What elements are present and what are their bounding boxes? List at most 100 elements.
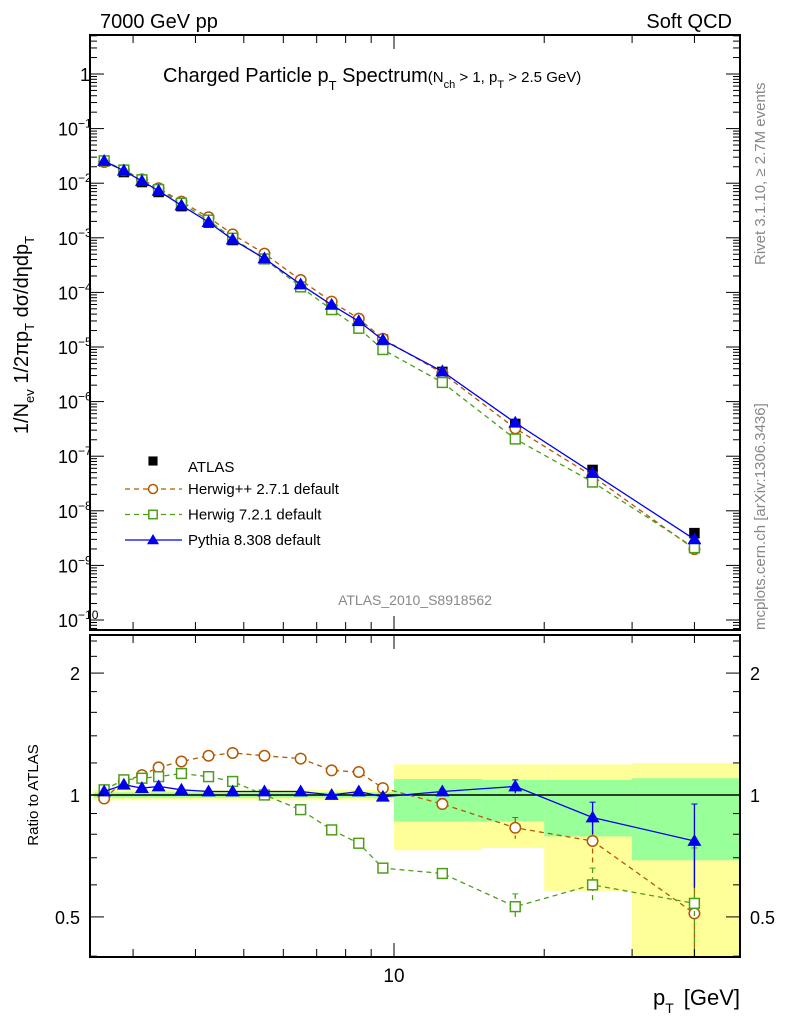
legend-marker-square-filled-icon [148, 456, 158, 466]
y-tick-base: 1 [80, 65, 90, 85]
ratio-point-2 [174, 782, 189, 795]
ratio-tick-label-right: 0.5 [750, 908, 775, 928]
x-tick-label: 10 [383, 966, 404, 987]
band-stat [632, 778, 740, 861]
title-text-end: Spectrum [337, 65, 428, 87]
xlabel-main: p [653, 985, 665, 1010]
ratio-tick-label-right: 1 [750, 786, 760, 806]
header-right: Soft QCD [646, 11, 732, 33]
ratio-point-2 [508, 779, 523, 792]
title-text: Charged Particle p [163, 65, 329, 87]
y-tick-label: 10−8 [58, 499, 92, 522]
ratio-point-2 [257, 784, 272, 797]
ylabel-sub: ev [22, 389, 37, 403]
ratio-point-2 [293, 784, 308, 797]
series-point-2 [324, 297, 339, 310]
ratio-point-0 [436, 798, 449, 811]
top-frame [89, 34, 741, 631]
ratio-point-1 [586, 879, 599, 891]
ratio-point-2 [134, 781, 149, 794]
ratio-point-2 [225, 784, 240, 797]
ratio-y-axis-label: Ratio to ATLAS [25, 744, 42, 845]
y-tick-exp: −6 [78, 390, 92, 404]
y-tick-label: 10−1 [58, 117, 92, 140]
ratio-point-2 [375, 789, 390, 802]
spectrum-plot [97, 154, 702, 556]
series-point-2 [116, 163, 131, 176]
y-tick-label: 10−2 [58, 171, 92, 194]
series-point-1 [688, 542, 701, 554]
ratio-point-2 [351, 784, 366, 797]
ratio-point-2 [585, 810, 600, 823]
ratio-line-0 [103, 752, 695, 914]
ratio-point-0 [294, 752, 307, 765]
ratio-point-2 [435, 784, 450, 797]
y-tick-base: 10 [58, 174, 78, 194]
y-tick-base: 10 [58, 447, 78, 467]
xlabel-unit: [GeV] [684, 985, 740, 1010]
series-point-1 [586, 476, 599, 488]
ylabel-sub: T [22, 236, 37, 244]
ratio-point-2 [116, 777, 131, 790]
title-cond: > 1, p [455, 69, 497, 86]
ratio-point-0 [202, 749, 215, 762]
ratio-tick-label-left: 2 [70, 664, 80, 684]
y-tick-exp: −7 [78, 444, 92, 458]
xlabel-sub: T [665, 1000, 674, 1016]
y-tick-base: 10 [58, 338, 78, 358]
y-tick-label: 10−9 [58, 553, 92, 576]
ratio-point-0 [586, 834, 599, 847]
ratio-plot [90, 746, 740, 957]
series-point-2 [508, 415, 523, 428]
ratio-point-0 [325, 764, 338, 777]
y-tick-base: 10 [58, 556, 78, 576]
y-tick-base: 10 [58, 611, 78, 631]
series-point-2 [351, 314, 366, 327]
ratio-point-2 [97, 784, 112, 797]
y-tick-exp: −5 [78, 335, 92, 349]
ratio-tick-label-left: 0.5 [55, 908, 80, 928]
y-tick-label: 1 [80, 65, 90, 85]
ratio-tick-label-right: 2 [750, 664, 760, 684]
y-tick-base: 10 [58, 502, 78, 522]
axes: 10110−110−210−310−410−510−610−710−810−91… [55, 35, 775, 987]
series-point-2 [687, 532, 702, 545]
y-tick-exp: −8 [78, 499, 92, 513]
ratio-point-2 [151, 779, 166, 792]
ratio-point-1 [688, 897, 701, 910]
ratio-point-0 [352, 765, 365, 778]
title-cond-sub: ch [444, 79, 456, 91]
chart-title: Charged Particle pT Spectrum(Nch > 1, pT… [163, 65, 581, 93]
x-axis-label: pT [GeV] [653, 985, 740, 1016]
series-point-2 [201, 215, 216, 228]
series-point-2 [585, 465, 600, 478]
series-point-1 [436, 376, 449, 389]
y-tick-exp: −9 [78, 553, 92, 567]
legend-label: ATLAS [188, 459, 234, 476]
y-tick-exp: −4 [78, 280, 92, 294]
watermark: ATLAS_2010_S8918562 [338, 592, 492, 608]
y-tick-label: 10−6 [58, 390, 92, 413]
series-point-2 [257, 251, 272, 264]
series-line-1 [103, 160, 695, 549]
ratio-point-1 [175, 767, 188, 780]
legend-label: Herwig 7.2.1 default [188, 507, 322, 524]
y-tick-base: 10 [58, 229, 78, 249]
series-point-2 [134, 174, 149, 187]
y-tick-label: 10−5 [58, 335, 92, 358]
ratio-frame [89, 634, 741, 958]
y-tick-exp: −1 [78, 117, 92, 131]
ylabel-part: 1/N [11, 403, 33, 434]
ratio-point-1 [353, 837, 365, 849]
y-tick-exp: −2 [78, 171, 92, 185]
y-tick-base: 10 [58, 120, 78, 140]
ratio-point-1 [294, 804, 307, 816]
ratio-point-0 [226, 746, 239, 759]
series-point-1 [377, 343, 389, 356]
ratio-point-1 [377, 862, 389, 874]
y-tick-label: 10−4 [58, 280, 92, 303]
series-point-1 [509, 433, 521, 445]
ratio-point-0 [258, 749, 271, 762]
series-line-2 [103, 160, 695, 540]
